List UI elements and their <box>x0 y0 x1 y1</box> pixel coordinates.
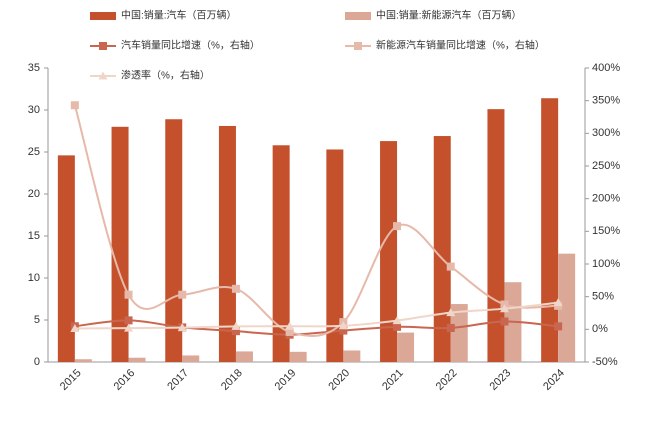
legend: 中国:销量:汽车（百万辆） 中国:销量:新能源汽车（百万辆） 汽车销量同比增速（%，… <box>90 9 545 82</box>
bar <box>57 155 75 362</box>
legend-label: 新能源汽车销量同比增速（%，右轴） <box>376 39 545 52</box>
y-tick-label: 10 <box>28 272 40 284</box>
bar <box>111 126 129 362</box>
line-marker <box>70 101 79 110</box>
y2-tick-label: 50% <box>592 291 614 303</box>
legend-swatch <box>345 12 371 20</box>
legend-label: 中国:销量:汽车（百万辆） <box>121 9 237 22</box>
legend-label: 中国:销量:新能源汽车（百万辆） <box>376 9 522 22</box>
line-marker <box>231 321 241 330</box>
x-tick-label: 2018 <box>219 367 245 393</box>
y-tick-label: 25 <box>28 146 40 158</box>
line-marker <box>231 284 240 293</box>
y-tick-label: 35 <box>28 62 40 74</box>
line-marker <box>500 317 509 326</box>
line-marker <box>446 323 455 332</box>
bar <box>182 355 200 362</box>
line-marker <box>124 323 134 332</box>
line <box>74 319 559 336</box>
bar <box>397 332 415 362</box>
y-tick-label: 20 <box>28 188 40 200</box>
line-marker <box>392 316 402 325</box>
y-tick-label: 0 <box>34 356 40 368</box>
y-tick-label: 30 <box>28 104 40 116</box>
line-marker <box>354 42 362 50</box>
x-tick-label: 2021 <box>380 367 406 393</box>
legend-label: 汽车销量同比增速（%，右轴） <box>121 39 260 52</box>
x-tick-label: 2023 <box>487 367 513 393</box>
x-tick-label: 2016 <box>112 367 138 393</box>
y-tick-label: 15 <box>28 230 40 242</box>
bar <box>541 98 559 363</box>
bar <box>558 253 576 362</box>
line-marker <box>124 316 133 325</box>
x-tick-label: 2024 <box>541 367 567 393</box>
line-marker <box>446 308 456 317</box>
bar <box>218 125 236 363</box>
bar <box>380 141 398 362</box>
line-marker <box>499 304 509 313</box>
bar <box>450 304 468 362</box>
line-marker <box>124 290 133 299</box>
line-marker <box>98 71 108 80</box>
line-marker <box>285 321 295 330</box>
line-marker <box>338 321 348 330</box>
bar <box>433 136 451 362</box>
x-tick-label: 2015 <box>58 367 84 393</box>
line-marker <box>177 323 187 332</box>
x-tick-label: 2017 <box>165 367 191 393</box>
line-marker <box>178 290 187 299</box>
bar <box>128 357 146 362</box>
y2-tick-label: 250% <box>592 160 620 172</box>
y2-tick-label: 400% <box>592 62 620 74</box>
line-marker <box>99 42 107 50</box>
line-marker <box>393 322 402 331</box>
y-tick-label: 5 <box>34 314 40 326</box>
line-marker <box>339 326 348 335</box>
y2-tick-label: 200% <box>592 193 620 205</box>
y2-tick-label: 300% <box>592 127 620 139</box>
line-marker <box>70 323 80 332</box>
bar <box>272 145 290 362</box>
line-marker <box>554 322 563 331</box>
y2-tick-label: 150% <box>592 225 620 237</box>
line <box>73 104 559 337</box>
bar <box>343 350 361 362</box>
x-tick-label: 2020 <box>326 367 352 393</box>
line-marker <box>285 327 294 336</box>
line-marker <box>446 262 455 271</box>
bar <box>326 149 344 362</box>
legend-swatch <box>90 12 116 20</box>
bar <box>74 359 92 362</box>
y2-tick-label: 100% <box>592 258 620 270</box>
line-marker <box>553 298 563 307</box>
line <box>74 301 559 330</box>
y2-tick-label: 0% <box>592 323 608 335</box>
line-marker <box>231 327 240 336</box>
bar <box>289 351 307 362</box>
x-tick-label: 2019 <box>273 367 299 393</box>
legend-label: 渗透率（%，右轴） <box>121 69 210 82</box>
y2-tick-label: 350% <box>592 95 620 107</box>
bar <box>165 119 183 363</box>
line-marker <box>393 222 402 231</box>
x-tick-label: 2022 <box>434 367 460 393</box>
bar <box>235 351 253 362</box>
y2-tick-label: -50% <box>592 356 618 368</box>
